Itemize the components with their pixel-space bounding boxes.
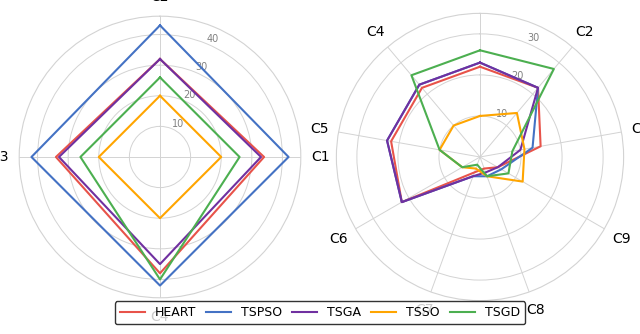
Legend: HEART, TSPSO, TSGA, TSSO, TSGD: HEART, TSPSO, TSGA, TSSO, TSGD [115,301,525,324]
